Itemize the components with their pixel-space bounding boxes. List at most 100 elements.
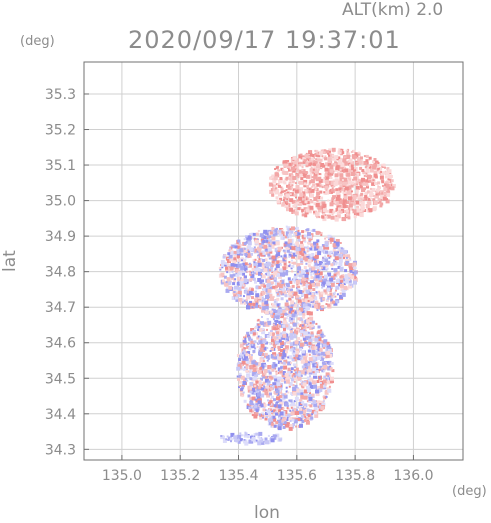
radar-cell: [253, 372, 256, 375]
radar-cell: [366, 190, 370, 194]
radar-cell: [314, 149, 317, 152]
radar-cell: [308, 370, 313, 375]
radar-cell: [324, 155, 327, 158]
radar-cell: [218, 267, 221, 270]
radar-cell: [278, 414, 283, 419]
radar-cell: [276, 332, 281, 337]
radar-cell: [310, 229, 313, 232]
radar-cell: [257, 278, 262, 282]
radar-cell: [280, 345, 284, 348]
radar-cell: [343, 195, 348, 200]
radar-cell: [322, 343, 327, 348]
radar-cell: [327, 293, 330, 296]
radar-cell: [299, 187, 302, 190]
radar-cell: [272, 435, 277, 440]
radar-cell: [349, 266, 353, 270]
radar-cell: [290, 320, 293, 323]
radar-cell: [316, 216, 318, 219]
radar-cell: [237, 290, 242, 295]
radar-cell: [286, 273, 289, 276]
radar-cell: [298, 154, 303, 159]
radar-cell: [309, 414, 313, 418]
radar-cell: [295, 258, 298, 261]
radar-cell: [264, 391, 269, 396]
radar-cell: [376, 189, 379, 193]
radar-cell: [291, 347, 295, 351]
radar-cell: [287, 367, 291, 371]
radar-cell: [352, 262, 357, 267]
radar-cell: [254, 304, 259, 309]
radar-cell: [263, 385, 265, 388]
radar-cell: [324, 390, 329, 395]
radar-cell: [350, 164, 354, 168]
radar-cell: [369, 192, 374, 197]
radar-cell: [335, 196, 340, 201]
radar-cell: [377, 187, 380, 191]
radar-cell: [262, 368, 265, 371]
radar-cell: [246, 331, 250, 335]
radar-cell: [268, 239, 272, 243]
radar-cell: [293, 312, 298, 317]
radar-cell: [304, 416, 307, 418]
radar-cell: [301, 365, 305, 369]
radar-cell: [272, 417, 277, 422]
radar-cell: [267, 288, 272, 293]
radar-cell: [323, 289, 327, 293]
radar-cell: [277, 312, 281, 316]
radar-cell: [230, 440, 232, 443]
radar-cell: [290, 267, 293, 270]
radar-cell: [288, 183, 291, 186]
radar-cell: [280, 236, 284, 240]
radar-cell: [340, 279, 344, 283]
radar-cell: [351, 181, 355, 185]
radar-cell: [243, 301, 246, 304]
radar-cell: [353, 169, 358, 174]
y-tick-label: 34.3: [45, 442, 76, 458]
y-tick-label: 34.7: [45, 300, 76, 316]
radar-cell: [257, 294, 262, 299]
radar-cell: [295, 196, 297, 199]
radar-cell: [242, 262, 247, 267]
radar-cell: [267, 369, 271, 373]
radar-cell: [365, 179, 369, 183]
radar-cell: [279, 177, 283, 180]
radar-cell: [311, 355, 316, 360]
radar-cell: [268, 244, 272, 248]
radar-cell: [301, 208, 305, 212]
radar-cell: [277, 168, 279, 171]
radar-cell: [220, 435, 223, 437]
radar-cell: [368, 156, 372, 160]
radar-cell: [298, 323, 300, 326]
radar-cell: [329, 365, 332, 368]
radar-cell: [323, 335, 326, 337]
radar-cell: [349, 164, 352, 167]
radar-cell: [314, 370, 317, 373]
radar-cell: [293, 419, 298, 424]
radar-cell: [272, 323, 275, 326]
radar-cell: [293, 369, 296, 372]
radar-cell: [280, 365, 284, 369]
radar-cell: [317, 209, 321, 213]
radar-cell: [284, 235, 288, 239]
radar-cell: [313, 202, 317, 206]
radar-cell: [330, 282, 335, 287]
radar-cell: [324, 241, 329, 246]
radar-cell: [239, 343, 244, 348]
radar-cell: [312, 171, 315, 174]
radar-cell: [345, 205, 349, 208]
radar-cell: [307, 253, 311, 257]
radar-cell: [244, 378, 247, 381]
radar-cell: [299, 348, 303, 352]
radar-cell: [251, 305, 254, 308]
radar-cell: [333, 251, 338, 256]
radar-cell: [297, 238, 301, 242]
radar-cell: [338, 246, 342, 250]
radar-cell: [264, 310, 269, 315]
radar-cell: [261, 352, 264, 356]
radar-cell: [315, 170, 319, 175]
radar-cell: [239, 355, 243, 359]
radar-cell: [257, 441, 262, 446]
radar-cell: [259, 404, 262, 408]
radar-cell: [380, 202, 384, 206]
radar-cell: [329, 292, 333, 296]
